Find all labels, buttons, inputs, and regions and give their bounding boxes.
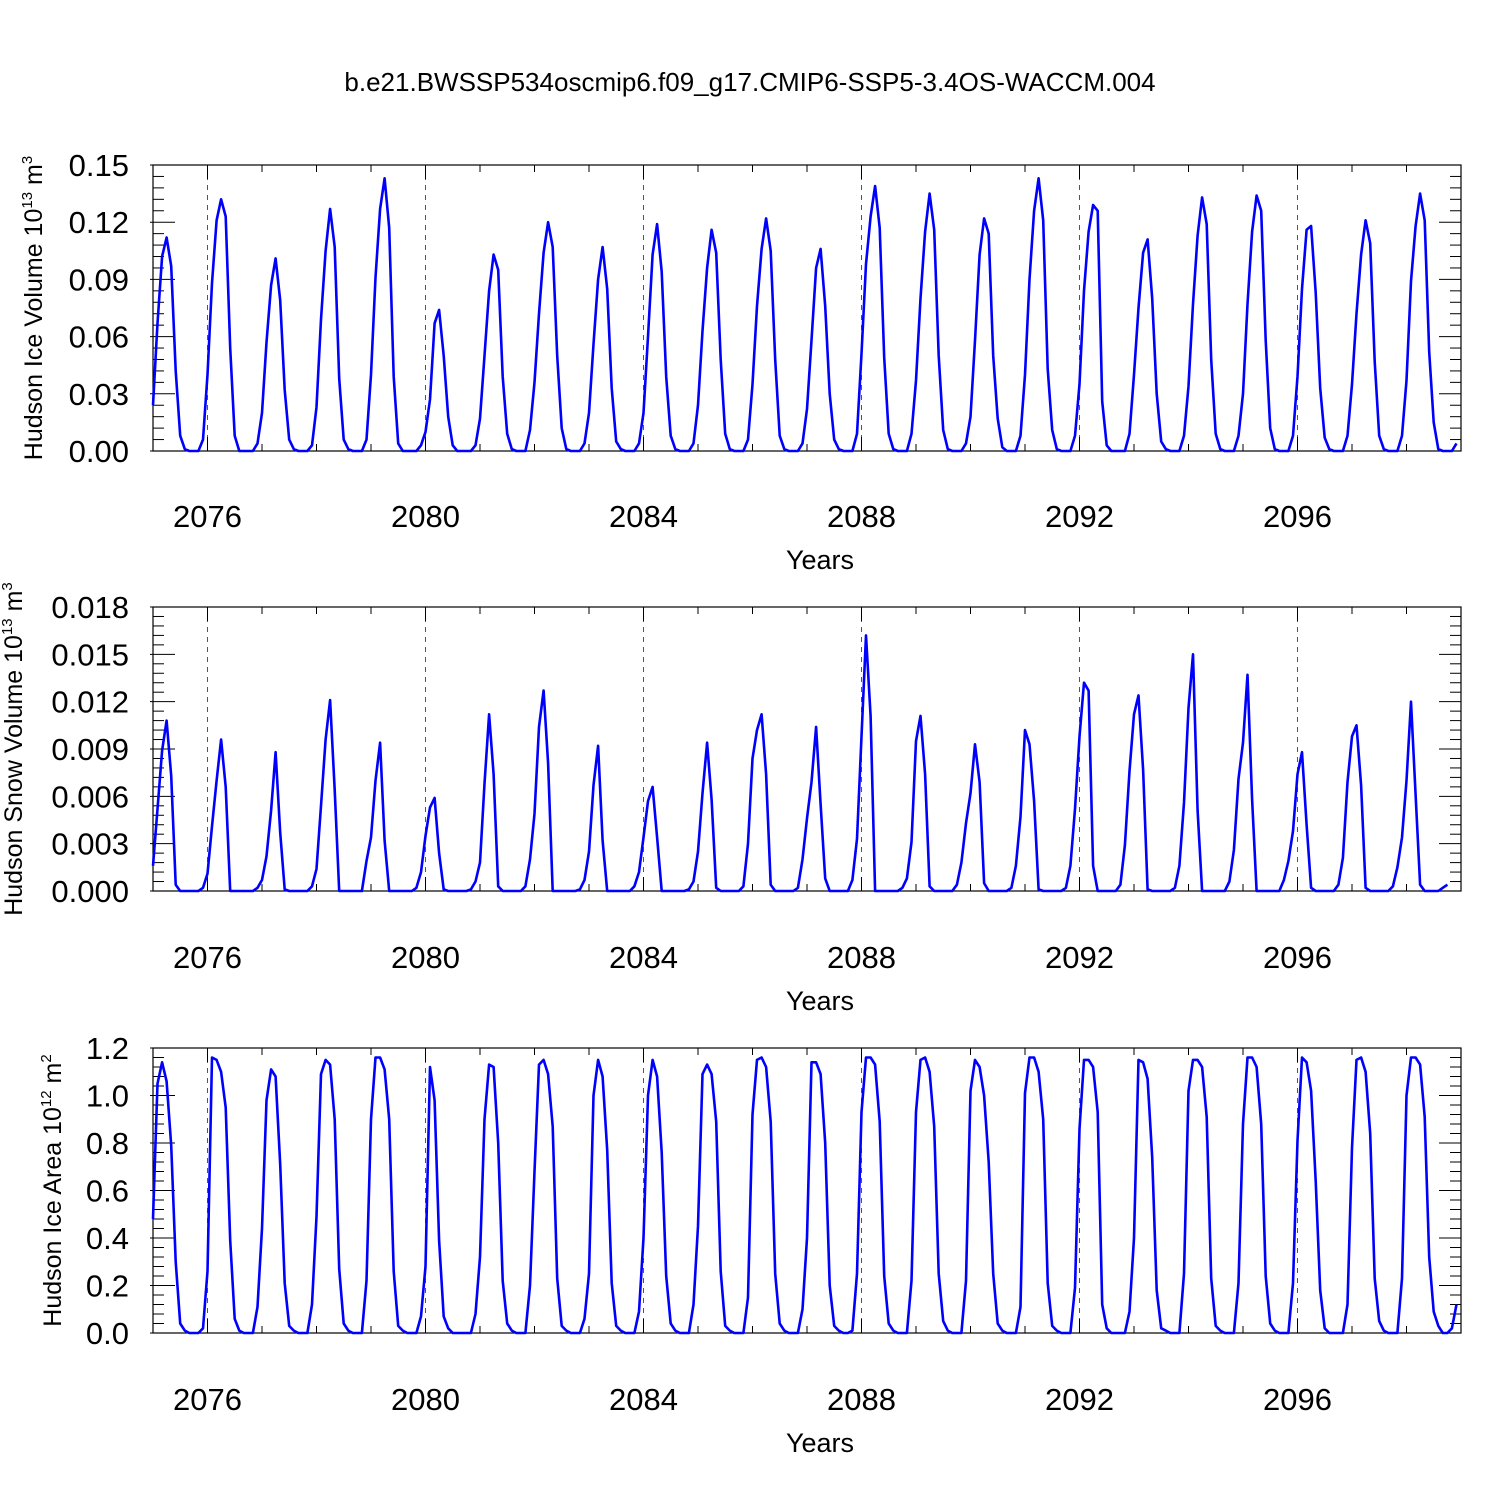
y-tick-label: 1.0: [86, 1079, 129, 1114]
x-tick-label: 2080: [391, 940, 460, 975]
y-tick-label: 0.006: [51, 779, 129, 814]
x-tick-label: 2088: [827, 499, 896, 534]
y-axis-title-part: m: [0, 591, 28, 619]
y-axis-title: Hudson Ice Volume 1013 m3: [19, 156, 48, 460]
x-axis-title: Years: [786, 986, 854, 1016]
x-tick-label: 2096: [1263, 940, 1332, 975]
y-axis-title-part: 13: [0, 618, 16, 635]
y-tick-label: 0.15: [69, 148, 129, 183]
x-tick-label: 2084: [609, 499, 678, 534]
series-line: [151, 1056, 1458, 1335]
x-tick-label: 2092: [1045, 940, 1114, 975]
x-tick-label: 2084: [609, 1382, 678, 1417]
y-axis-title-part: 13: [19, 192, 36, 209]
y-axis-title: Hudson Ice Area 1012 m2: [38, 1054, 67, 1326]
x-tick-label: 2092: [1045, 1382, 1114, 1417]
figure-title: b.e21.BWSSP534oscmip6.f09_g17.CMIP6-SSP5…: [344, 67, 1155, 97]
x-tick-label: 2092: [1045, 499, 1114, 534]
x-tick-label: 2076: [173, 940, 242, 975]
plot-frame: [152, 606, 1462, 892]
y-axis-title-part: m: [20, 164, 48, 192]
y-tick-label: 0.012: [51, 685, 129, 720]
y-axis-title-part: 3: [19, 156, 36, 164]
x-axis-title: Years: [786, 1428, 854, 1458]
y-tick-label: 0.03: [69, 377, 129, 412]
y-axis-title-part: 3: [0, 582, 16, 590]
y-tick-label: 0.0: [86, 1316, 129, 1351]
x-tick-label: 2088: [827, 940, 896, 975]
y-tick-label: 0.8: [86, 1126, 129, 1161]
x-tick-label: 2096: [1263, 499, 1332, 534]
panel-3: 2076 2080 2084 2088 2092 2096 0.0 0.2 0.4 0.6 0.8 1…: [38, 1031, 1462, 1458]
y-tick-label: 0.12: [69, 205, 129, 240]
x-axis-title: Years: [786, 545, 854, 575]
y-tick-label: 0.09: [69, 262, 129, 297]
panel-1: 2076 2080 2084 2088 2092 2096 0.00 0.03 0.06 0.09…: [19, 148, 1462, 575]
y-tick-label: 1.2: [86, 1031, 129, 1066]
x-tick-label: 2076: [173, 1382, 242, 1417]
y-tick-label: 0.003: [51, 827, 129, 862]
y-tick-label: 0.2: [86, 1269, 129, 1304]
y-tick-label: 0.06: [69, 320, 129, 355]
y-axis-title-part: m: [39, 1063, 67, 1091]
panels: 2076 2080 2084 2088 2092 20960.000.030.060.09…: [0, 148, 1462, 1458]
series-line: [151, 177, 1458, 453]
y-tick-label: 0.000: [51, 874, 129, 909]
y-axis-title: Hudson Snow Volume 1013 m3: [0, 582, 28, 916]
y-tick-label: 0.6: [86, 1174, 129, 1209]
y-axis-title-part: 2: [38, 1054, 55, 1062]
y-tick-label: 0.015: [51, 637, 129, 672]
panel-2: 2076 2080 2084 2088 2092 2096 0.000 0.003 0.006 0…: [0, 582, 1462, 1016]
y-tick-label: 0.4: [86, 1221, 129, 1256]
x-tick-label: 2084: [609, 940, 678, 975]
y-tick-label: 0.00: [69, 434, 129, 469]
y-tick-label: 0.009: [51, 732, 129, 767]
y-axis-title-part: 12: [38, 1090, 55, 1107]
x-tick-label: 2096: [1263, 1382, 1332, 1417]
x-tick-label: 2088: [827, 1382, 896, 1417]
y-axis-title-part: Hudson Ice Area 10: [39, 1107, 67, 1327]
x-tick-label: 2076: [173, 499, 242, 534]
y-axis-title-part: Hudson Snow Volume 10: [0, 635, 28, 916]
x-tick-label: 2080: [391, 1382, 460, 1417]
x-tick-label: 2080: [391, 499, 460, 534]
y-axis-title-part: Hudson Ice Volume 10: [20, 209, 48, 461]
series-line: [151, 634, 1449, 893]
y-tick-label: 0.018: [51, 590, 129, 625]
